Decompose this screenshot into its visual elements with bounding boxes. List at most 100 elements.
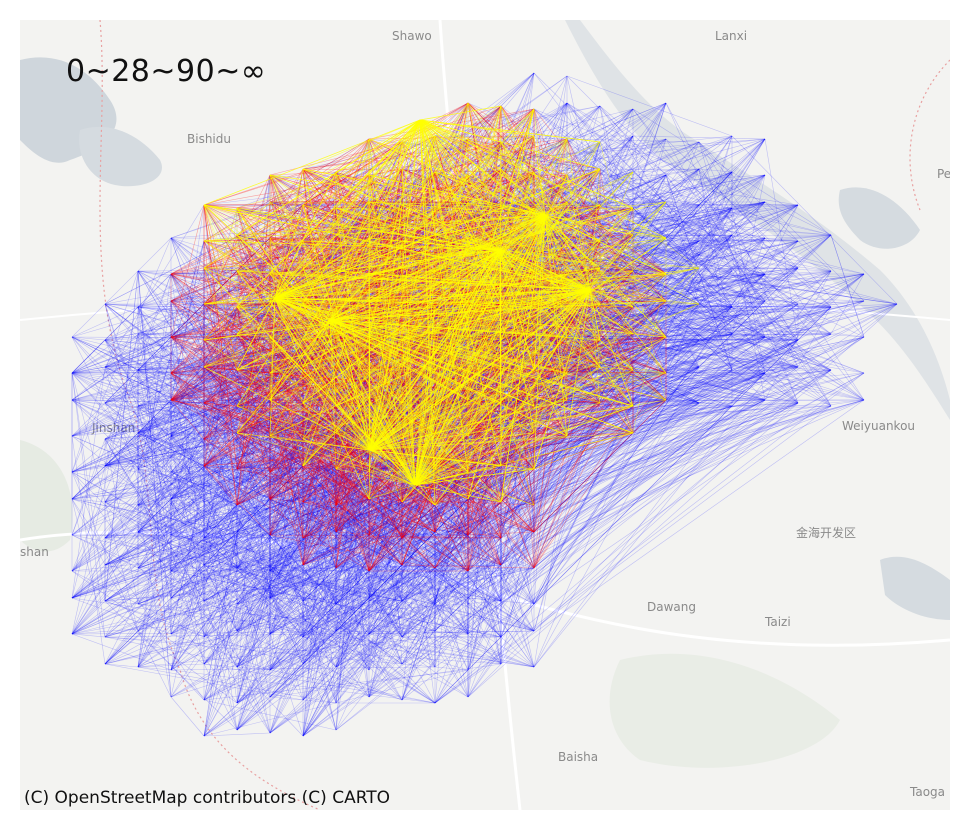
flow-line: [104, 402, 403, 440]
flow-line: [71, 468, 238, 599]
flow-line: [137, 432, 205, 665]
flow-line: [467, 402, 700, 572]
map-canvas[interactable]: Shawo Lanxi Bishidu Pe Jinshan Weiyuanko…: [20, 20, 950, 810]
flow-line: [434, 567, 535, 632]
flow-line: [203, 303, 304, 341]
flow-line: [335, 141, 700, 533]
flow-line: [203, 564, 436, 704]
flow-line: [71, 273, 172, 374]
flow-line: [302, 339, 601, 737]
flow-line: [236, 102, 667, 668]
flow-line: [170, 432, 436, 671]
flow-line: [401, 405, 535, 665]
flow-line: [137, 570, 172, 668]
flow-line: [170, 696, 205, 737]
flow-line: [137, 498, 370, 569]
flow-line: [170, 666, 436, 671]
flow-line: [500, 273, 766, 566]
flow-line: [203, 372, 568, 467]
flow-line: [170, 570, 535, 605]
flow-line: [170, 399, 766, 698]
flow-line: [203, 465, 271, 734]
flow-line: [632, 306, 733, 371]
flow-line: [170, 273, 337, 569]
flow-line: [71, 300, 469, 437]
flow-line: [632, 135, 766, 140]
flow-line: [137, 432, 502, 566]
flow-line: [632, 306, 832, 407]
flow-line: [236, 174, 271, 470]
flow-line: [269, 471, 436, 632]
flow-line: [401, 336, 865, 503]
flow-line: [434, 531, 502, 566]
flow-line: [698, 138, 766, 170]
flow-line: [500, 306, 634, 404]
flow-line: [665, 174, 733, 371]
flow-line: [302, 504, 337, 602]
flow-line: [500, 204, 832, 407]
flow-line: [632, 234, 832, 407]
flow-line: [302, 207, 733, 737]
flow-line: [302, 201, 766, 701]
flow-line: [434, 564, 502, 632]
admin-boundary: [99, 20, 321, 810]
flow-line: [104, 630, 535, 638]
flow-line: [533, 237, 766, 272]
flow-line: [599, 303, 766, 338]
flow-line: [236, 465, 304, 704]
flow-line: [401, 303, 700, 638]
flow-line: [71, 399, 205, 404]
flow-line: [533, 432, 634, 533]
flow-line: [302, 273, 865, 737]
flow-line: [137, 504, 238, 668]
flow-line: [104, 135, 436, 305]
flow-line: [269, 372, 568, 671]
flow-line: [170, 399, 271, 572]
flow-line: [269, 435, 403, 638]
flow-line: [665, 174, 733, 371]
road-3: [20, 295, 950, 321]
flow-line: [71, 531, 436, 599]
flow-line: [269, 633, 304, 737]
flow-line: [368, 600, 403, 671]
flow-line: [236, 402, 799, 569]
flow-line: [71, 267, 304, 500]
flow-line: [599, 270, 733, 341]
flow-line: [632, 171, 733, 272]
flow-line: [170, 300, 469, 572]
flow-line: [71, 399, 469, 698]
flow-line: [170, 564, 502, 599]
flow-line: [269, 303, 799, 671]
lake-water-4: [880, 556, 950, 620]
flow-line: [797, 306, 832, 368]
flow-line: [566, 174, 733, 335]
flow-line: [71, 498, 139, 506]
flow-line: [335, 303, 799, 632]
flow-line: [335, 366, 799, 407]
flow-line: [434, 207, 733, 272]
place-label-pe: Pe: [937, 167, 950, 181]
flow-line: [137, 372, 766, 605]
flow-line: [632, 168, 700, 173]
flow-line: [368, 570, 403, 665]
flow-line: [170, 240, 502, 275]
flow-line: [170, 366, 799, 437]
flow-line: [632, 204, 799, 308]
flow-line: [566, 336, 766, 401]
flow-line: [269, 174, 502, 602]
flow-line: [368, 435, 469, 698]
flow-line: [71, 399, 304, 638]
flow-line: [137, 303, 205, 335]
flow-line: [500, 138, 667, 170]
flow-line: [434, 336, 469, 704]
flow-line: [170, 237, 271, 536]
flow-line: [269, 303, 304, 401]
flow-line: [236, 273, 271, 470]
flow-line: [401, 168, 469, 338]
flow-line: [302, 336, 568, 701]
flow-line: [170, 339, 304, 671]
flow-line: [137, 240, 205, 470]
flow-line: [170, 300, 370, 401]
flow-line: [599, 339, 799, 368]
flow-line: [104, 366, 535, 605]
